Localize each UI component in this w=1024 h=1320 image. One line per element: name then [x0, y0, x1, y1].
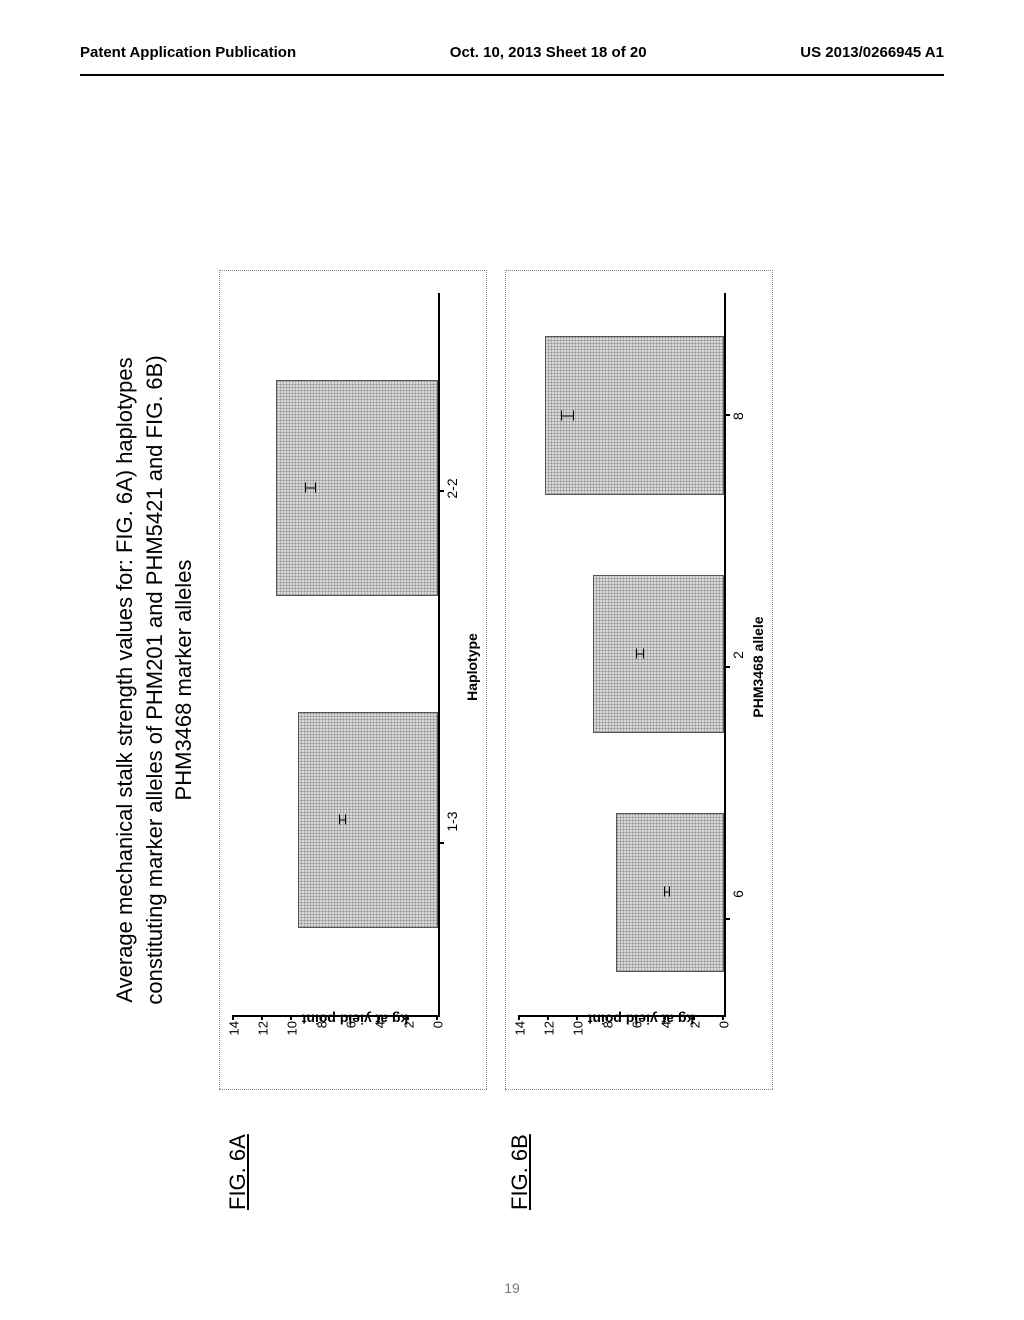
y-tick-mark — [693, 1015, 695, 1020]
y-tick-mark — [576, 1015, 578, 1020]
figure-6b-label: FIG. 6B — [505, 1090, 533, 1210]
header-center: Oct. 10, 2013 Sheet 18 of 20 — [450, 44, 647, 61]
y-tick-label: 0 — [717, 1021, 732, 1047]
y-tick-mark — [378, 1015, 380, 1020]
y-tick-mark — [320, 1015, 322, 1020]
header-right: US 2013/0266945 A1 — [800, 44, 944, 61]
y-tick-label: 12 — [542, 1021, 557, 1047]
rotated-content-wrapper: Average mechanical stalk strength values… — [90, 130, 930, 1230]
y-tick-mark — [232, 1015, 234, 1020]
figure-6b-plot: 02468101214 — [520, 293, 726, 1017]
y-tick-label: 10 — [285, 1021, 300, 1047]
x-tick-mark — [439, 842, 444, 844]
y-tick-mark — [606, 1015, 608, 1020]
y-tick-mark — [518, 1015, 520, 1020]
y-tick-label: 4 — [372, 1021, 387, 1047]
error-bar — [305, 487, 316, 488]
x-tick-label: 1-3 — [444, 811, 460, 831]
rotated-content: Average mechanical stalk strength values… — [90, 130, 930, 1230]
figure-caption: Average mechanical stalk strength values… — [110, 190, 199, 1170]
header-row: Patent Application Publication Oct. 10, … — [80, 44, 944, 61]
x-tick-mark — [725, 918, 730, 920]
caption-line-3: PHM3468 marker alleles — [171, 560, 196, 801]
y-tick-label: 14 — [513, 1021, 528, 1047]
figure-6b-frame: kg at yield point 02468101214 PHM3468 al… — [505, 270, 773, 1090]
figure-6a-chart: kg at yield point 02468101214 Haplotype … — [230, 285, 480, 1049]
y-tick-label: 12 — [256, 1021, 271, 1047]
y-tick-mark — [261, 1015, 263, 1020]
y-tick-label: 10 — [571, 1021, 586, 1047]
y-tick-label: 0 — [431, 1021, 446, 1047]
y-tick-label: 14 — [227, 1021, 242, 1047]
figure-6a-frame: kg at yield point 02468101214 Haplotype … — [219, 270, 487, 1090]
y-tick-mark — [635, 1015, 637, 1020]
chart-bar — [545, 336, 724, 495]
figure-6a-block: FIG. 6A kg at yield point 02468101214 Ha… — [219, 150, 487, 1210]
x-tick-label: 2-2 — [444, 478, 460, 498]
y-tick-mark — [290, 1015, 292, 1020]
y-tick-label: 6 — [629, 1021, 644, 1047]
x-tick-mark — [725, 666, 730, 668]
x-tick-label: 2 — [730, 651, 746, 659]
caption-line-1: Average mechanical stalk strength values… — [112, 357, 137, 1002]
y-tick-mark — [547, 1015, 549, 1020]
error-bar — [561, 415, 574, 416]
page-number: 19 — [0, 1280, 1024, 1296]
y-tick-mark — [349, 1015, 351, 1020]
x-tick-label: 8 — [730, 412, 746, 420]
y-tick-label: 2 — [687, 1021, 702, 1047]
y-tick-mark — [436, 1015, 438, 1020]
y-tick-label: 8 — [314, 1021, 329, 1047]
y-tick-label: 6 — [343, 1021, 358, 1047]
chart-bar — [298, 712, 438, 929]
figure-6a-label: FIG. 6A — [219, 1090, 251, 1210]
error-bar — [664, 892, 670, 893]
y-tick-mark — [407, 1015, 409, 1020]
y-tick-mark — [664, 1015, 666, 1020]
figure-6b-xlabel: PHM3468 allele — [750, 285, 766, 1049]
caption-line-2: constituting marker alleles of PHM201 an… — [142, 355, 167, 1004]
figure-6b-chart: kg at yield point 02468101214 PHM3468 al… — [516, 285, 766, 1049]
y-tick-mark — [722, 1015, 724, 1020]
header-left: Patent Application Publication — [80, 44, 296, 61]
chart-bar — [276, 380, 438, 597]
y-tick-label: 8 — [600, 1021, 615, 1047]
figure-6a-xlabel: Haplotype — [464, 285, 480, 1049]
header-rule — [80, 74, 944, 76]
chart-bar — [593, 575, 724, 734]
page: Patent Application Publication Oct. 10, … — [0, 0, 1024, 1320]
y-tick-label: 4 — [658, 1021, 673, 1047]
figure-6b-block: FIG. 6B kg at yield point 02468101214 PH… — [505, 150, 773, 1210]
error-bar — [636, 654, 643, 655]
x-tick-label: 6 — [730, 890, 746, 898]
y-tick-label: 2 — [401, 1021, 416, 1047]
chart-bar — [616, 813, 724, 972]
error-bar — [339, 820, 347, 821]
figure-6a-plot: 02468101214 — [234, 293, 440, 1017]
